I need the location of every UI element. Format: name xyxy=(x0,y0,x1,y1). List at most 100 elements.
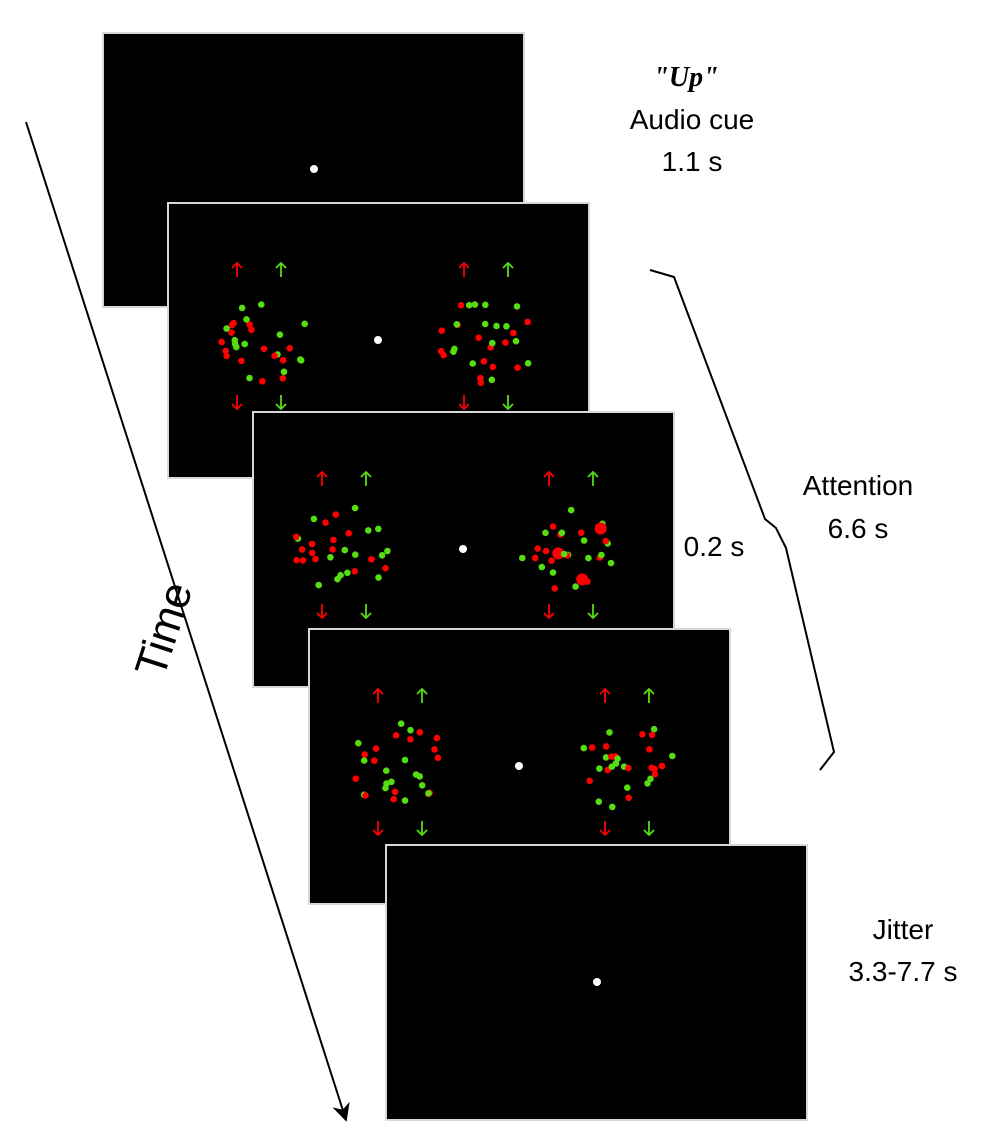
cue-duration: 1.1 s xyxy=(662,146,723,177)
red-dot xyxy=(625,764,632,772)
green-dot xyxy=(524,360,532,367)
red-dot xyxy=(651,770,659,778)
cue-word: "Up" xyxy=(653,62,718,93)
red-dot xyxy=(416,729,424,736)
fixation-dot xyxy=(459,545,467,553)
green-dot xyxy=(669,752,676,760)
green-dot xyxy=(344,569,351,577)
red-dot xyxy=(308,540,316,548)
green-dot xyxy=(542,529,549,537)
red-dot xyxy=(351,568,359,575)
time-arrow xyxy=(25,121,350,1122)
green-dot xyxy=(378,552,386,559)
arrow-down-icon xyxy=(587,604,599,620)
arrow-down-icon xyxy=(316,604,328,620)
red-dot xyxy=(407,736,414,743)
green-dot xyxy=(580,537,588,544)
green-dot xyxy=(355,739,362,747)
green-dot xyxy=(418,782,426,789)
green-dot xyxy=(598,551,605,559)
arrow-up-icon xyxy=(599,687,611,703)
fixation-dot xyxy=(374,336,382,344)
green-dot xyxy=(425,790,432,797)
dot-field xyxy=(218,261,309,411)
green-dot xyxy=(412,771,420,778)
green-dot xyxy=(375,574,382,581)
red-dot xyxy=(382,564,389,572)
red-dot xyxy=(531,554,539,562)
green-dot xyxy=(337,571,344,579)
red-dot xyxy=(658,762,666,770)
red-dot xyxy=(639,731,646,738)
green-dot xyxy=(231,340,239,348)
green-dot xyxy=(650,725,658,733)
red-dot xyxy=(286,345,294,352)
red-dot xyxy=(438,327,446,335)
green-dot xyxy=(451,345,458,353)
red-dot xyxy=(368,556,375,563)
green-dot xyxy=(503,323,510,330)
green-dot xyxy=(488,376,496,384)
green-dot xyxy=(238,304,246,312)
dot-field xyxy=(580,687,676,837)
time-label: Time xyxy=(126,576,202,683)
green-dot xyxy=(351,504,359,512)
arrow-down-icon xyxy=(458,395,470,411)
red-dot xyxy=(361,751,369,758)
green-dot xyxy=(258,301,265,308)
red-dot xyxy=(477,379,485,387)
dot-field xyxy=(352,687,442,837)
red-dot xyxy=(646,746,653,753)
red-dot xyxy=(602,537,609,545)
green-dot xyxy=(595,798,603,805)
green-dot xyxy=(538,563,546,571)
red-dot xyxy=(279,375,287,382)
green-dot xyxy=(360,757,368,764)
red-dot xyxy=(390,795,398,803)
red-dot xyxy=(345,530,353,537)
green-dot xyxy=(384,547,391,555)
jitter-duration: 3.3-7.7 s xyxy=(849,956,958,987)
green-dot xyxy=(614,755,621,762)
red-dot xyxy=(322,519,329,526)
red-dot xyxy=(292,533,300,541)
red-dot xyxy=(480,358,488,365)
green-dot xyxy=(401,797,409,804)
frame-duration: 0.2 s xyxy=(684,531,745,562)
arrow-up-icon xyxy=(416,687,428,703)
arrow-down-icon xyxy=(599,821,611,837)
green-dot xyxy=(327,554,334,561)
green-dot xyxy=(383,767,390,774)
red-dot xyxy=(608,753,615,760)
arrow-down-icon xyxy=(543,604,555,620)
red-dot xyxy=(502,339,509,346)
red-dot xyxy=(586,777,593,785)
green-dot xyxy=(246,374,253,382)
red-dot xyxy=(391,788,399,796)
red-dot xyxy=(218,338,225,346)
green-dot xyxy=(513,303,521,310)
red-dot xyxy=(238,357,245,365)
red-dot xyxy=(271,352,278,360)
green-dot xyxy=(453,321,461,328)
red-dot xyxy=(648,764,655,772)
red-dot xyxy=(246,321,253,328)
dot-field xyxy=(437,261,532,411)
arrow-down-icon xyxy=(502,395,514,411)
green-dot xyxy=(241,340,248,348)
green-dot xyxy=(469,360,477,367)
green-dot xyxy=(465,301,473,309)
green-dot xyxy=(602,754,610,761)
green-dot xyxy=(596,765,603,772)
green-dot xyxy=(558,529,566,537)
red-dot xyxy=(330,536,337,544)
red-dot xyxy=(308,549,316,557)
green-dot xyxy=(243,316,250,323)
arrow-up-icon xyxy=(587,470,599,486)
red-dot xyxy=(551,585,558,592)
red-dot xyxy=(510,329,517,337)
fixation-dot xyxy=(515,762,523,770)
green-dot xyxy=(365,527,372,534)
red-dot xyxy=(362,792,369,799)
